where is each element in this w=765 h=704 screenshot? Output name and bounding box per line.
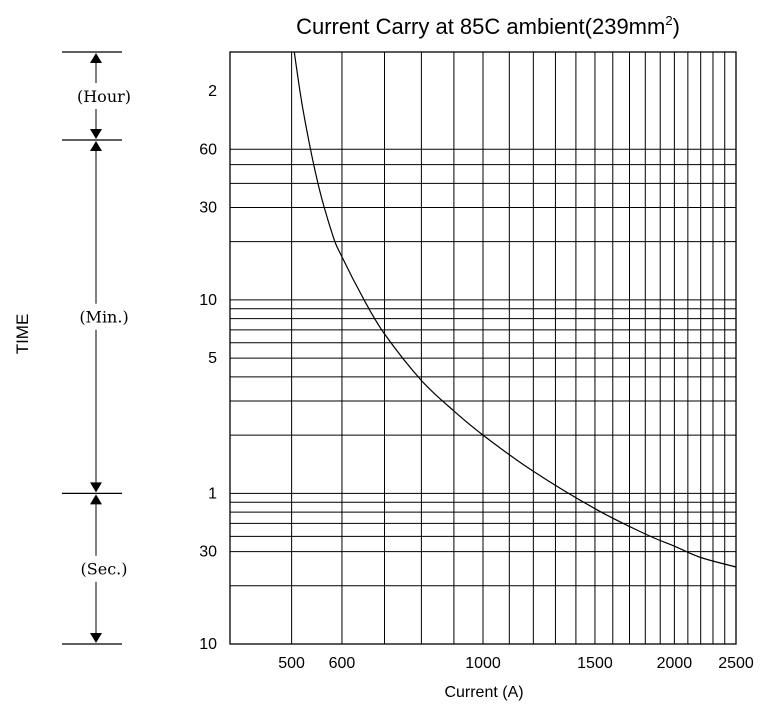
y-tick-label: 30 xyxy=(199,544,217,561)
y-axis-label: TIME xyxy=(13,314,32,355)
series-line-0 xyxy=(293,52,736,568)
x-tick-label: 600 xyxy=(329,655,356,672)
y-tick-label: 5 xyxy=(208,350,217,367)
y-tick-label: 30 xyxy=(199,200,217,217)
x-tick-label: 1000 xyxy=(465,655,501,672)
chart-title: Current Carry at 85C ambient(239mm2) xyxy=(296,13,680,39)
y-tick-label: 10 xyxy=(199,292,217,309)
x-tick-label: 2000 xyxy=(657,655,693,672)
x-tick-labels: 500 600 1000 1500 2000 2500 xyxy=(278,655,754,672)
time-unit-scale: (Hour) (Min.) (Sec.) xyxy=(62,51,131,645)
x-tick-label: 1500 xyxy=(577,655,613,672)
arrow-down-icon xyxy=(90,129,102,139)
curve-layer xyxy=(293,52,736,568)
arrow-up-icon xyxy=(90,141,102,151)
x-tick-label: 2500 xyxy=(718,655,754,672)
y-tick-label: 10 xyxy=(199,636,217,653)
arrow-down-icon xyxy=(90,482,102,493)
arrow-up-icon xyxy=(90,494,102,505)
y-tick-label: 2 xyxy=(208,83,217,100)
x-axis-label: Current (A) xyxy=(444,684,523,701)
arrow-up-icon xyxy=(90,53,102,63)
x-tick-label: 500 xyxy=(278,655,305,672)
time-unit-label: (Sec.) xyxy=(81,560,128,579)
y-tick-label: 60 xyxy=(199,141,217,158)
arrow-down-icon xyxy=(90,633,102,643)
time-unit-label: (Min.) xyxy=(79,308,128,327)
time-unit-label: (Hour) xyxy=(77,87,131,106)
y-tick-label: 1 xyxy=(208,485,217,502)
y-tick-labels: 2 60 30 10 5 1 30 10 xyxy=(199,83,217,653)
grid-lines xyxy=(229,51,737,645)
